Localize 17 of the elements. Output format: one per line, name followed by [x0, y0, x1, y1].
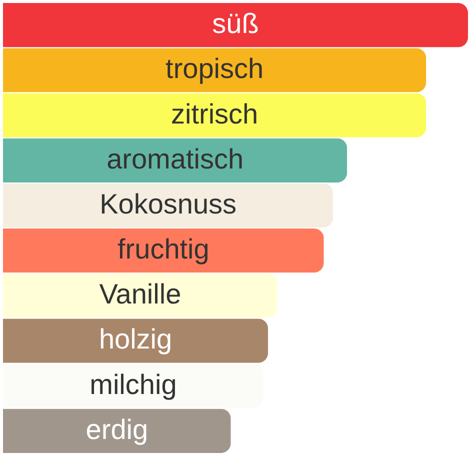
- y-tick-label: erdig: [86, 414, 148, 445]
- y-tick-label: tropisch: [166, 53, 264, 84]
- y-tick-label: zitrisch: [171, 98, 258, 130]
- bar: [3, 183, 334, 228]
- bar: [3, 93, 426, 138]
- bar: [3, 138, 348, 182]
- y-tick-label: Kokosnuss: [100, 188, 237, 220]
- bar: [3, 228, 324, 273]
- y-tick-label: süß: [212, 8, 259, 40]
- y-tick-label: Vanille: [99, 278, 182, 310]
- bar: [3, 274, 278, 318]
- y-tick-label: fruchtig: [118, 234, 210, 265]
- y-tick-label: aromatisch: [106, 143, 244, 174]
- bar: [3, 48, 426, 92]
- y-tick-label: milchig: [90, 368, 177, 400]
- bar: [3, 3, 468, 48]
- y-tick-label: holzig: [98, 324, 172, 355]
